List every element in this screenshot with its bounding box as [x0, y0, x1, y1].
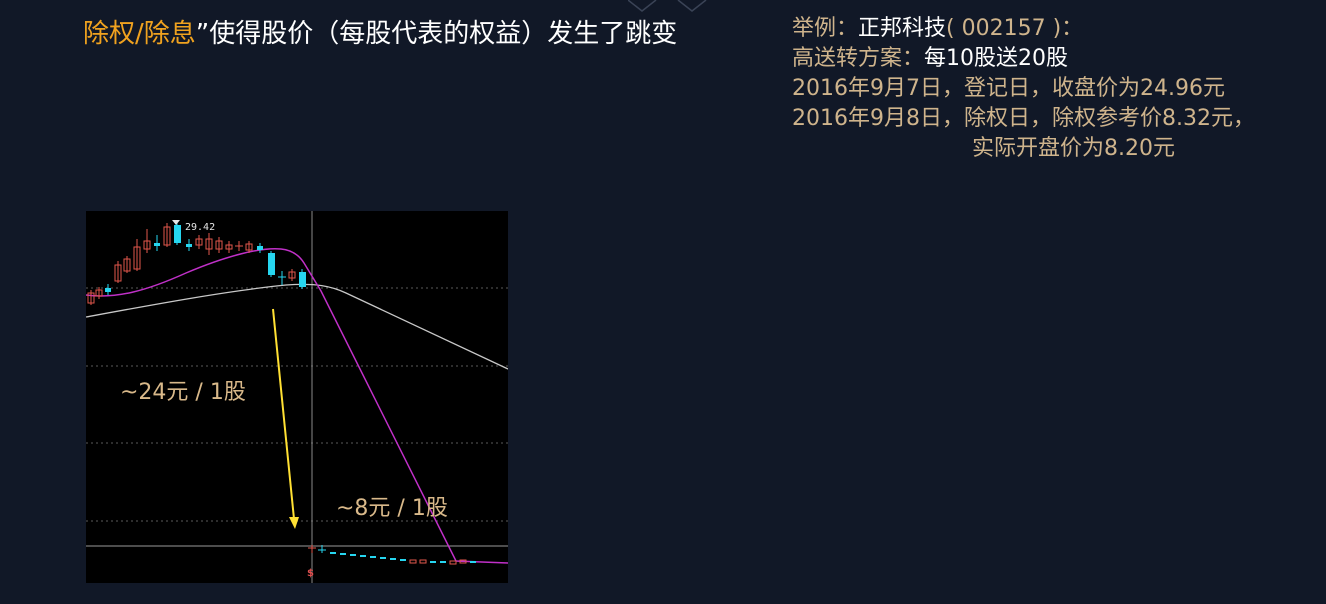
candle — [235, 241, 243, 251]
candle — [174, 223, 181, 245]
candle — [330, 552, 336, 554]
candle — [245, 241, 253, 253]
candle — [95, 287, 103, 299]
candle — [360, 555, 366, 557]
candle — [470, 561, 476, 563]
candle — [419, 559, 427, 564]
candle — [268, 251, 275, 277]
candle — [278, 271, 286, 285]
candle — [87, 290, 95, 305]
candle — [440, 561, 446, 563]
plan-line: 高送转方案：每10股送20股 — [792, 44, 1255, 74]
candles-after — [308, 545, 476, 565]
candle — [308, 545, 316, 553]
peak-marker-icon — [172, 220, 180, 225]
stock-code: ( 002157 )： — [946, 16, 1084, 41]
annotation-before: ~24元 / 1股 — [120, 380, 246, 405]
candle — [163, 223, 171, 247]
candle — [370, 556, 376, 558]
candles-before — [87, 223, 306, 305]
candle — [350, 554, 356, 556]
candle — [459, 559, 467, 564]
candle — [195, 235, 203, 249]
title-quote: ” — [195, 19, 210, 49]
chart-svg — [86, 211, 508, 583]
top-decoration — [628, 0, 707, 12]
candle — [409, 559, 417, 564]
title-highlight: 除权/除息 — [83, 19, 196, 49]
candle — [215, 237, 223, 253]
record-date-line: 2016年9月7日，登记日，收盘价为24.96元 — [792, 76, 1225, 101]
candle — [114, 261, 122, 283]
candle — [205, 233, 213, 255]
actual-open-line: 实际开盘价为8.20元 — [972, 136, 1175, 161]
ma-slow-line — [86, 283, 508, 370]
example-line: 举例：正邦科技( 002157 )： — [792, 14, 1255, 44]
candle — [340, 553, 346, 555]
example-info: 举例：正邦科技( 002157 )： 高送转方案：每10股送20股 2016年9… — [792, 14, 1255, 164]
example-label: 举例： — [792, 16, 859, 41]
candle — [186, 239, 192, 251]
candle — [154, 235, 160, 251]
candle — [123, 256, 131, 273]
title-rest: 使得股价（每股代表的权益）发生了跳变 — [209, 19, 678, 49]
candle — [380, 557, 386, 559]
candle — [430, 561, 436, 563]
candle — [318, 545, 326, 553]
peak-price-label: 29.42 — [185, 222, 216, 233]
ex-rights-date-line: 2016年9月8日，除权日，除权参考价8.32元， — [792, 106, 1255, 131]
candle — [105, 284, 111, 295]
candle — [390, 558, 396, 560]
candle — [257, 243, 263, 253]
candle — [143, 229, 151, 253]
candle — [449, 560, 457, 565]
company-name: 正邦科技 — [858, 16, 947, 41]
slide-title: 除权/除息”使得股价（每股代表的权益）发生了跳变 — [83, 16, 677, 52]
candlestick-chart: 29.42 $ — [86, 211, 508, 583]
candle — [225, 241, 233, 253]
plan-value: 每10股送20股 — [924, 46, 1069, 71]
plan-label: 高送转方案： — [792, 46, 925, 71]
candle — [299, 269, 306, 289]
ma-fast-line — [86, 247, 508, 564]
candle — [400, 559, 406, 561]
candle — [288, 269, 296, 281]
drop-arrow-icon — [272, 308, 299, 529]
candle — [133, 239, 141, 271]
annotation-after: ~8元 / 1股 — [336, 496, 448, 521]
ex-rights-marker: $ — [307, 568, 314, 579]
